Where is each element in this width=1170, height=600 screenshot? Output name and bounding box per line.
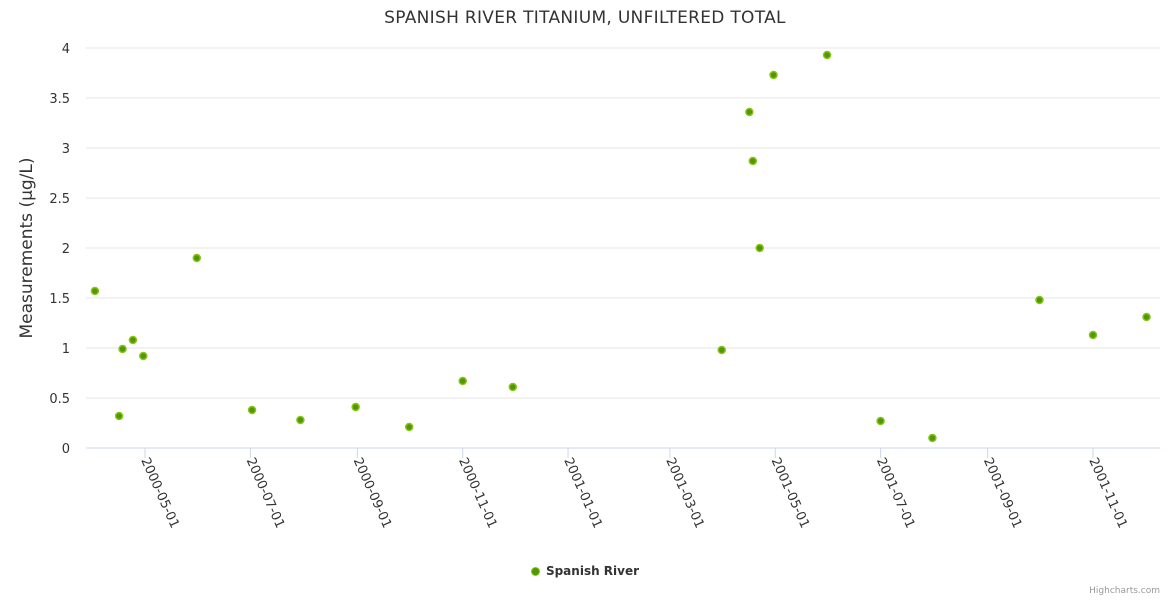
data-point[interactable] — [1142, 312, 1151, 322]
y-tick-label: 3 — [62, 142, 70, 157]
data-point[interactable] — [876, 416, 885, 426]
data-point[interactable] — [748, 156, 758, 166]
data-point[interactable] — [508, 382, 518, 392]
y-tick-label: 1 — [62, 342, 70, 357]
data-point[interactable] — [822, 50, 832, 60]
data-point[interactable] — [90, 286, 100, 296]
legend-item-spanish-river[interactable]: Spanish River — [0, 564, 1170, 578]
data-point[interactable] — [755, 243, 764, 253]
data-point[interactable] — [745, 107, 754, 117]
x-tick-label: 2000-07-01 — [243, 456, 287, 531]
data-point[interactable] — [351, 402, 360, 412]
x-tick-label: 2000-05-01 — [137, 456, 181, 531]
data-point[interactable] — [769, 70, 778, 80]
x-tick-label: 2001-01-01 — [560, 456, 604, 531]
x-tick-label: 2001-07-01 — [873, 456, 917, 531]
data-point[interactable] — [139, 351, 148, 361]
y-tick-label: 3.5 — [49, 92, 70, 107]
chart-title: SPANISH RIVER TITANIUM, UNFILTERED TOTAL — [384, 8, 786, 28]
y-tick-label: 0 — [62, 442, 70, 457]
data-point[interactable] — [928, 433, 937, 443]
y-tick-label: 2 — [62, 242, 70, 257]
legend-marker-icon — [530, 567, 540, 576]
y-tick-label: 1.5 — [49, 292, 70, 307]
data-point[interactable] — [118, 344, 127, 354]
data-point[interactable] — [296, 415, 305, 425]
x-tick-label: 2001-03-01 — [662, 456, 706, 531]
y-tick-label: 0.5 — [49, 392, 70, 407]
data-point[interactable] — [114, 411, 124, 421]
data-point[interactable] — [1088, 330, 1098, 340]
data-point[interactable] — [128, 335, 138, 345]
data-point[interactable] — [1035, 295, 1044, 305]
credits-link[interactable]: Highcharts.com — [1089, 586, 1160, 596]
x-tick-label: 2001-05-01 — [768, 456, 812, 531]
y-tick-label: 4 — [62, 42, 70, 57]
legend-label: Spanish River — [545, 564, 640, 578]
x-tick-label: 2001-11-01 — [1085, 456, 1129, 531]
y-tick-label: 2.5 — [49, 192, 70, 207]
x-tick-label: 2000-11-01 — [455, 456, 499, 531]
x-tick-label: 2000-09-01 — [350, 456, 394, 531]
data-point[interactable] — [247, 405, 257, 415]
data-point[interactable] — [404, 422, 414, 432]
data-point[interactable] — [192, 253, 202, 263]
data-point[interactable] — [458, 376, 467, 386]
data-point[interactable] — [717, 345, 726, 355]
x-tick-label: 2001-09-01 — [980, 456, 1024, 531]
